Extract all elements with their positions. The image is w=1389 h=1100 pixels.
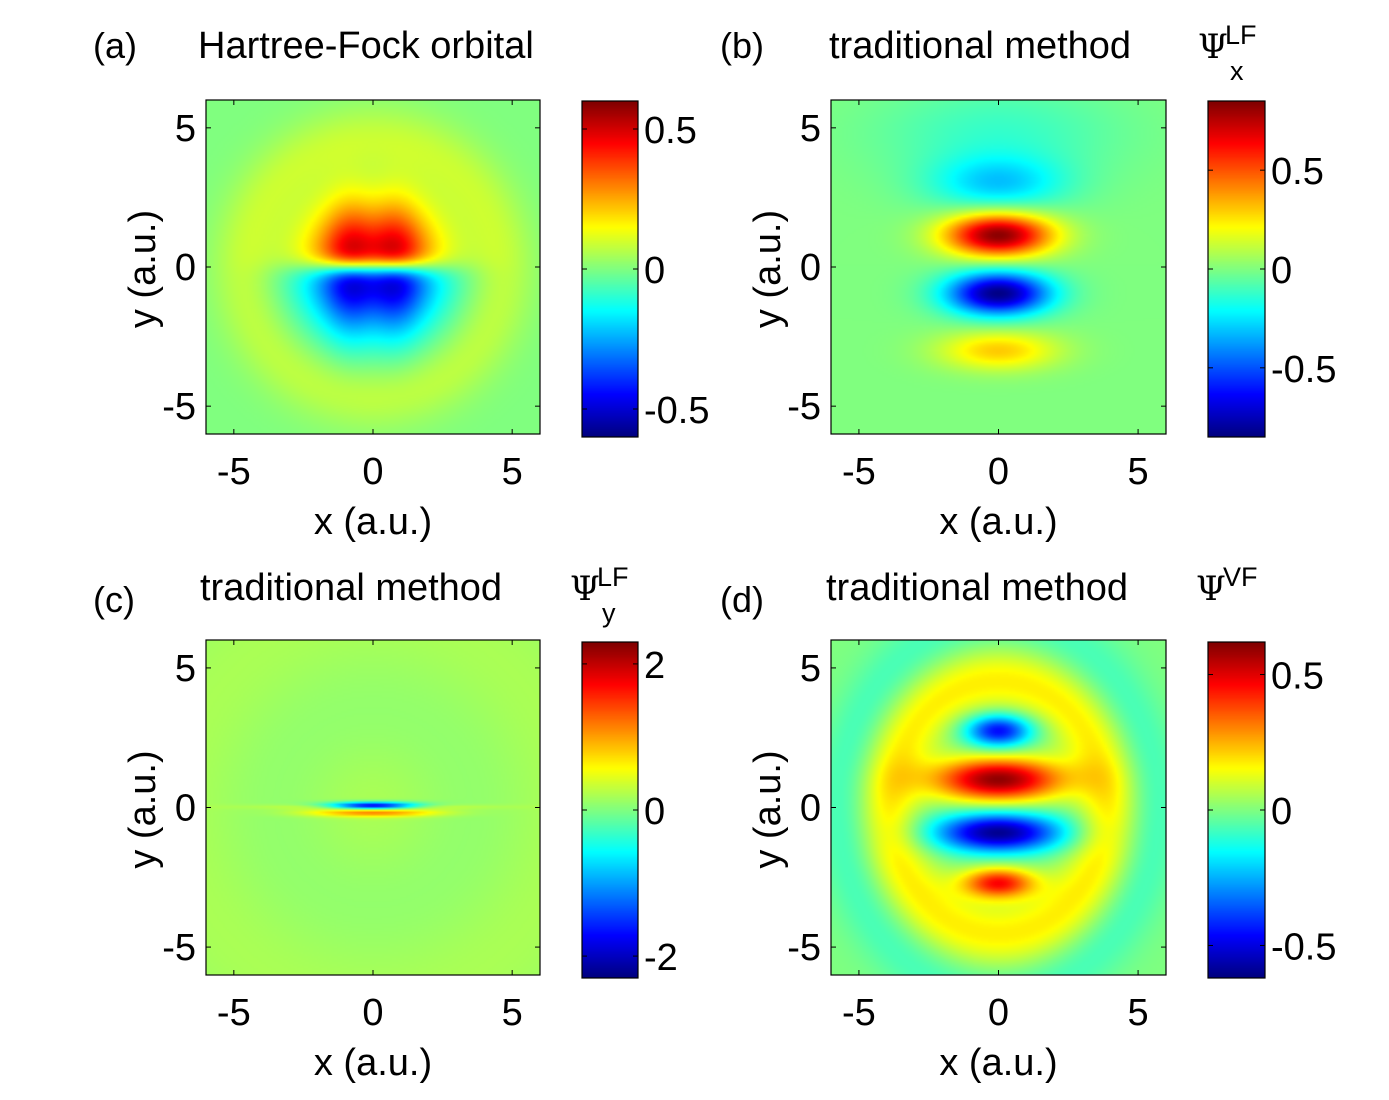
y-tick-label: -5 — [787, 386, 821, 428]
x-tick-label: -5 — [217, 451, 251, 493]
y-tick-label: 5 — [800, 108, 821, 150]
y-tick-label: 0 — [800, 247, 821, 289]
x-tick-label: -5 — [842, 992, 876, 1034]
x-tick-label: 5 — [1128, 451, 1149, 493]
x-axis-label: x (a.u.) — [939, 1042, 1057, 1084]
y-tick-label: -5 — [162, 386, 196, 428]
symbol-superscript: LF — [1225, 20, 1257, 50]
panel-title: traditional method — [200, 567, 502, 609]
chart-panel-a: -5 0 5 -5 0 5 x (a.u.) y (a.u.) (a) Hartree-Fock … — [93, 25, 709, 543]
panel-label: (b) — [720, 25, 764, 66]
chart-panel-c: -5 0 5 -5 0 5 x (a.u.) y (a.u.) (c) traditional m… — [93, 562, 678, 1084]
symbol-superscript: VF — [1223, 562, 1258, 592]
y-axis-label: y (a.u.) — [122, 210, 164, 328]
y-tick-label: 0 — [175, 788, 196, 830]
colorbar-tick-label: 2 — [644, 645, 665, 687]
y-tick-label: -5 — [787, 927, 821, 969]
x-tick-label: 0 — [988, 451, 1009, 493]
colorbar-tick-label: 0 — [644, 791, 665, 833]
y-axis-label: y (a.u.) — [122, 750, 164, 868]
panel-title: Hartree-Fock orbital — [198, 25, 534, 67]
colorbar-gradient — [1208, 642, 1265, 978]
panel-title: traditional method — [829, 25, 1131, 67]
heatmap-image — [831, 640, 1166, 975]
x-tick-label: 5 — [502, 451, 523, 493]
symbol-superscript: LF — [597, 562, 629, 592]
symbol-subscript: x — [1230, 56, 1244, 86]
y-tick-label: -5 — [162, 927, 196, 969]
y-axis-label: y (a.u.) — [747, 750, 789, 868]
colorbar-tick-label: 0.5 — [1271, 151, 1324, 193]
x-axis-label: x (a.u.) — [314, 1042, 432, 1084]
colorbar-tick-label: -0.5 — [1271, 926, 1336, 968]
colorbar-gradient — [1208, 101, 1265, 437]
x-tick-label: 0 — [362, 451, 383, 493]
y-tick-label: 5 — [175, 648, 196, 690]
colorbar-tick-label: 0.5 — [644, 110, 697, 152]
colorbar-tick-label: -0.5 — [644, 390, 709, 432]
colorbar-gradient — [582, 642, 638, 978]
colorbar-tick-label: 0.5 — [1271, 656, 1324, 698]
y-tick-label: 5 — [800, 648, 821, 690]
panel-label: (a) — [93, 25, 137, 66]
y-tick-label: 5 — [175, 108, 196, 150]
x-tick-label: -5 — [217, 992, 251, 1034]
colorbar-gradient — [582, 101, 638, 437]
heatmap-image — [831, 100, 1166, 434]
y-tick-label: 0 — [175, 247, 196, 289]
colorbar-tick-label: -2 — [644, 937, 678, 979]
psi-symbol: Ψ — [1198, 27, 1228, 67]
colorbar-tick-label: 0 — [1271, 791, 1292, 833]
y-tick-label: 0 — [800, 788, 821, 830]
panel-label: (d) — [720, 579, 764, 620]
psi-symbol: Ψ — [1196, 569, 1226, 609]
x-tick-label: 5 — [1128, 992, 1149, 1034]
heatmap-image — [206, 100, 540, 434]
x-tick-label: -5 — [842, 451, 876, 493]
chart-panel-b: -5 0 5 -5 0 5 x (a.u.) y (a.u.) (b) traditional m… — [720, 20, 1336, 543]
psi-symbol: Ψ — [570, 569, 600, 609]
x-tick-label: 5 — [502, 992, 523, 1034]
colorbar-tick-label: 0 — [1271, 250, 1292, 292]
panel-title: traditional method — [826, 567, 1128, 609]
chart-panel-d: -5 0 5 -5 0 5 x (a.u.) y (a.u.) (d) traditional m… — [720, 562, 1336, 1084]
x-tick-label: 0 — [988, 992, 1009, 1034]
y-axis-label: y (a.u.) — [747, 210, 789, 328]
colorbar-tick-label: 0 — [644, 250, 665, 292]
heatmap-image — [206, 640, 540, 975]
x-tick-label: 0 — [362, 992, 383, 1034]
panel-label: (c) — [93, 579, 135, 620]
x-axis-label: x (a.u.) — [939, 501, 1057, 543]
x-axis-label: x (a.u.) — [314, 501, 432, 543]
symbol-subscript: y — [602, 598, 616, 628]
colorbar-tick-label: -0.5 — [1271, 349, 1336, 391]
